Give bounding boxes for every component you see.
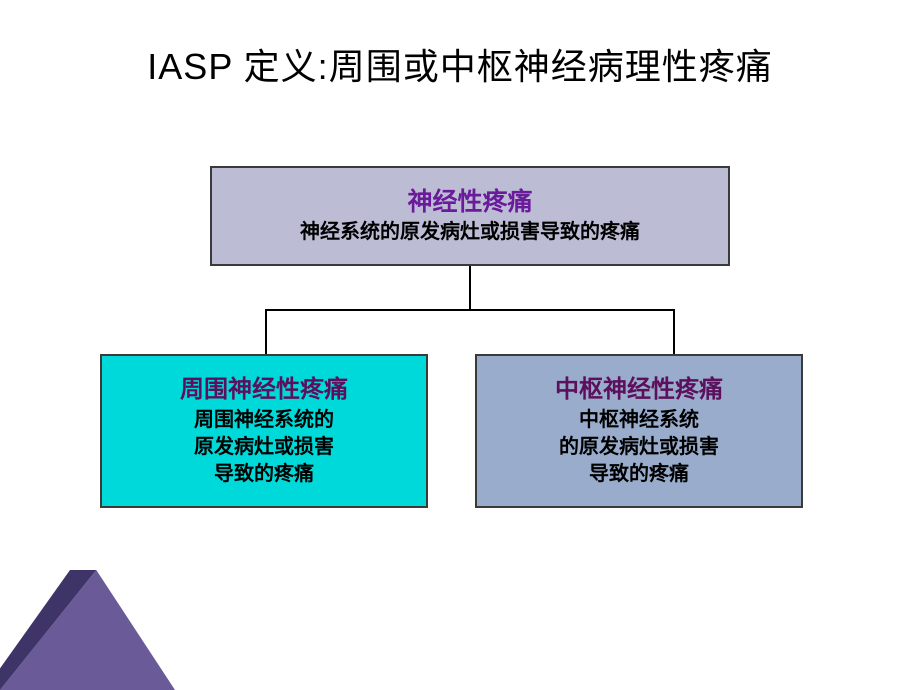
node-right-heading: 中枢神经性疼痛 [555,374,723,406]
page-title: IASP 定义:周围或中枢神经病理性疼痛 [0,38,920,90]
node-root-desc: 神经系统的原发病灶或损害导致的疼痛 [300,219,640,246]
node-left-line3: 导致的疼痛 [214,461,314,488]
node-root: 神经性疼痛 神经系统的原发病灶或损害导致的疼痛 [210,166,730,266]
node-left-heading: 周围神经性疼痛 [180,374,348,406]
connector-horizontal [265,309,675,311]
node-left-line1: 周围神经系统的 [194,407,334,434]
node-root-heading: 神经性疼痛 [407,186,532,220]
node-left: 周围神经性疼痛 周围神经系统的 原发病灶或损害 导致的疼痛 [100,354,428,508]
connector-vertical-right [673,309,675,354]
connector-vertical-top [469,266,471,310]
node-right-line3: 导致的疼痛 [589,461,689,488]
node-right-line2: 的原发病灶或损害 [559,434,719,461]
node-right: 中枢神经性疼痛 中枢神经系统 的原发病灶或损害 导致的疼痛 [475,354,803,508]
decorative-triangle [0,570,175,690]
node-left-line2: 原发病灶或损害 [194,434,334,461]
slide: IASP 定义:周围或中枢神经病理性疼痛 神经性疼痛 神经系统的原发病灶或损害导… [0,0,920,690]
connector-vertical-left [265,309,267,354]
node-right-line1: 中枢神经系统 [579,407,699,434]
